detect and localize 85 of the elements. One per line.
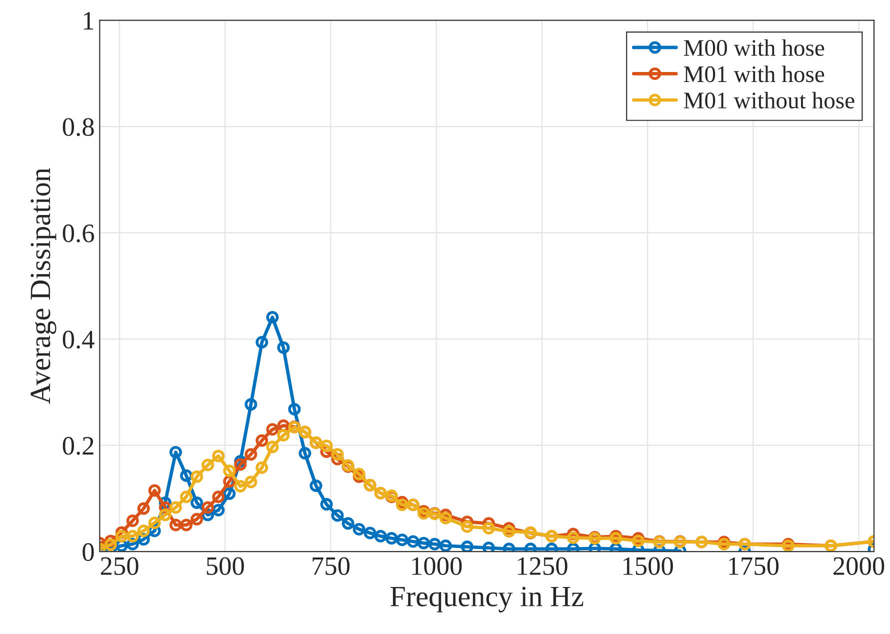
x-tick-label: 1500	[623, 557, 673, 576]
point	[180, 490, 193, 504]
point	[364, 526, 376, 540]
point	[190, 496, 204, 509]
point	[566, 532, 580, 544]
point	[256, 461, 268, 474]
point	[374, 530, 387, 542]
x-tick-label: 2000	[834, 557, 884, 576]
point	[212, 504, 225, 516]
point	[244, 398, 258, 411]
point	[288, 402, 301, 416]
point	[169, 518, 182, 532]
point	[385, 532, 398, 545]
point	[212, 450, 225, 462]
point	[234, 480, 247, 492]
point	[126, 514, 139, 528]
point	[396, 534, 408, 546]
point	[244, 448, 258, 461]
point	[298, 447, 312, 460]
point	[190, 512, 204, 526]
x-tick-label: 750	[312, 557, 350, 576]
point	[331, 448, 344, 461]
point	[126, 530, 139, 542]
point	[137, 502, 150, 515]
point	[202, 501, 214, 514]
legend-label: M00 with hose	[684, 39, 824, 56]
x-axis-title: Frequency in Hz	[390, 586, 584, 612]
point	[417, 536, 430, 550]
point	[266, 440, 279, 454]
point	[256, 434, 268, 447]
point	[234, 458, 247, 471]
x-tick-label: 250	[100, 557, 138, 576]
point	[439, 539, 452, 552]
point	[137, 524, 150, 538]
y-axis-title: Average Dissipation	[30, 168, 56, 404]
point	[277, 341, 290, 354]
point	[632, 534, 645, 548]
point	[104, 538, 117, 551]
point	[148, 516, 161, 530]
point	[223, 464, 236, 478]
x-tick-label: 500	[206, 557, 244, 576]
point	[256, 336, 268, 348]
point	[266, 423, 279, 436]
point	[277, 428, 290, 442]
point	[502, 525, 516, 538]
point	[331, 509, 344, 522]
point	[406, 535, 420, 548]
legend-label: M01 with hose	[684, 66, 824, 82]
point	[158, 508, 172, 522]
point	[212, 490, 225, 504]
point	[148, 484, 161, 497]
point	[266, 311, 279, 324]
point	[169, 501, 182, 514]
point	[352, 468, 366, 480]
point	[115, 530, 128, 542]
y-tick-label: 0.2	[62, 436, 94, 455]
point	[460, 520, 474, 533]
point	[320, 440, 333, 452]
point	[310, 479, 322, 492]
y-tick-label: 0.6	[62, 224, 94, 242]
point	[352, 523, 366, 536]
point	[342, 517, 354, 530]
point	[223, 487, 236, 500]
point	[460, 540, 474, 552]
y-tick-label: 0	[82, 543, 94, 561]
point	[610, 532, 622, 545]
x-tick-label: 1750	[729, 557, 779, 576]
y-tick-label: 0.4	[62, 330, 94, 349]
point	[482, 542, 495, 552]
x-tick-label: 1250	[518, 557, 568, 576]
point	[482, 522, 495, 534]
point	[396, 498, 408, 512]
point	[190, 470, 204, 483]
point	[180, 518, 193, 532]
point	[320, 498, 333, 511]
point	[244, 476, 258, 488]
point	[169, 446, 182, 458]
legend-label: M01 without hose	[684, 92, 854, 108]
point	[439, 512, 452, 524]
point	[428, 538, 441, 550]
point	[202, 458, 214, 472]
y-tick-label: 0.8	[62, 118, 94, 136]
x-tick-label: 1000	[412, 557, 462, 576]
point	[417, 507, 430, 520]
y-tick-label: 1	[84, 12, 94, 30]
